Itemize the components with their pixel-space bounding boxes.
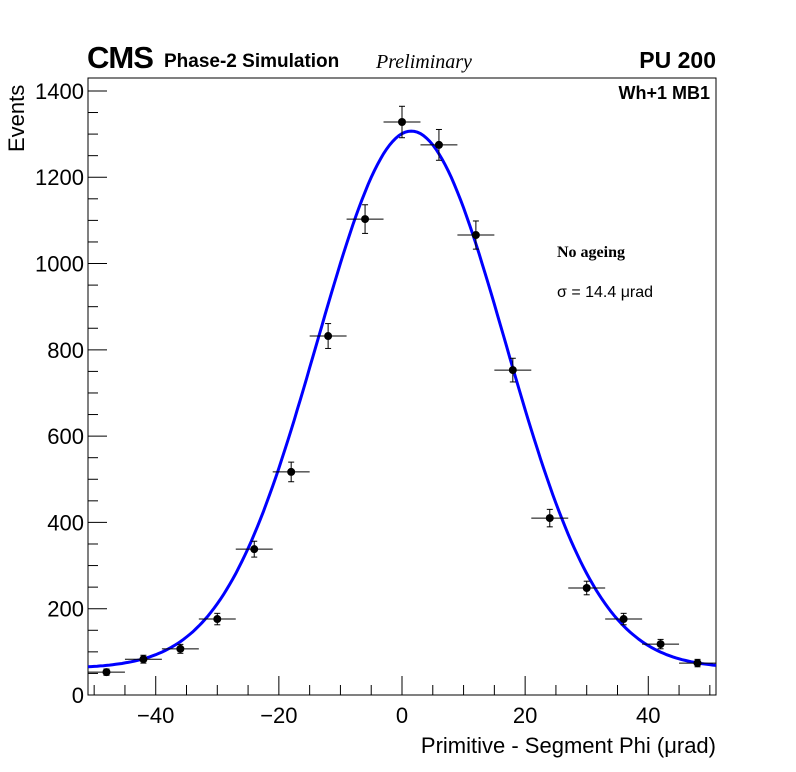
preliminary-label: Preliminary [376, 51, 472, 73]
data-point [619, 615, 628, 624]
data-point [176, 644, 185, 653]
y-tick-label: 400 [47, 510, 84, 535]
data-point [102, 668, 111, 677]
data-point [471, 231, 480, 240]
data-point [508, 366, 517, 375]
data-point [656, 640, 665, 649]
condition-label: No ageing [557, 244, 625, 261]
y-tick-label: 0 [72, 683, 84, 708]
y-tick-label: 200 [47, 597, 84, 622]
x-tick-label: 40 [636, 703, 660, 728]
y-tick-label: 1200 [35, 165, 84, 190]
x-tick-label: −20 [260, 703, 297, 728]
x-axis-title: Primitive - Segment Phi (μrad) [420, 733, 716, 758]
data-point [324, 332, 333, 341]
data-point [139, 655, 148, 664]
x-tick-label: 0 [396, 703, 408, 728]
y-tick-label: 800 [47, 338, 84, 363]
data-point [287, 467, 296, 476]
data-point [398, 118, 406, 127]
data-point [213, 615, 222, 624]
data-point [434, 140, 443, 149]
sigma-label: σ = 14.4 μrad [557, 284, 654, 301]
data-point [250, 545, 259, 554]
fit-curve [87, 129, 717, 669]
data-point [582, 583, 591, 592]
y-tick-label: 1400 [35, 79, 84, 104]
plot-frame [87, 77, 717, 696]
data-point [693, 659, 702, 668]
data-point [545, 514, 554, 523]
x-tick-label: −40 [137, 703, 174, 728]
y-tick-label: 1000 [35, 252, 84, 277]
data-point [361, 215, 370, 224]
pileup-label: PU 200 [639, 47, 716, 73]
y-axis-title: Events [4, 84, 29, 152]
simulation-label: Phase-2 Simulation [164, 51, 340, 72]
x-tick-label: 20 [513, 703, 537, 728]
y-tick-label: 600 [47, 424, 84, 449]
region-label: Wh+1 MB1 [618, 83, 710, 103]
cms-logo: CMS [87, 40, 154, 75]
